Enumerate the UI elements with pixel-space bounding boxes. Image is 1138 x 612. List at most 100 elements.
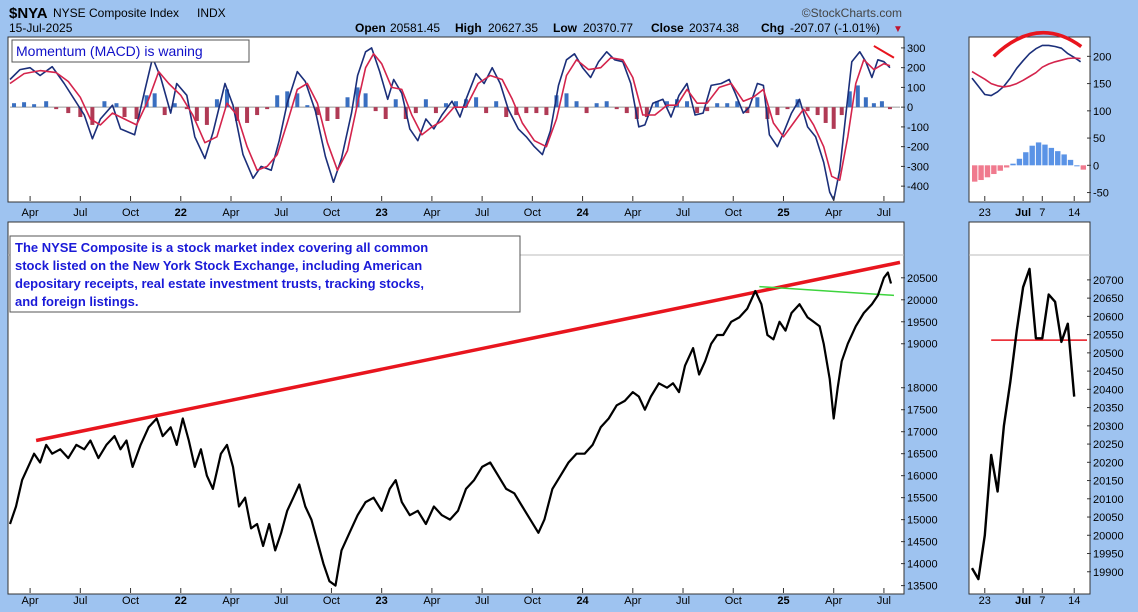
macd-zoom-histogram-bar	[1080, 165, 1086, 170]
price-main-ytick-label: 20500	[907, 273, 938, 285]
macd-histogram-bar	[204, 107, 209, 125]
price-main-xtick-label: 22	[175, 595, 187, 607]
macd-main-xtick-label: 24	[576, 207, 589, 219]
macd-histogram-bar	[134, 107, 139, 119]
price-main-xtick-label: Oct	[725, 595, 742, 607]
price-close-line	[8, 271, 893, 587]
price-main-xtick-label: 23	[376, 595, 388, 607]
price-main-ytick-label: 18000	[907, 383, 938, 395]
macd-main-xtick-label: Jul	[475, 207, 489, 219]
macd-zoom-ytick-label: 50	[1093, 133, 1105, 145]
price-zoom-ytick-label: 19950	[1093, 549, 1124, 561]
macd-histogram-bar	[474, 97, 479, 108]
macd-main-xtick-label: Apr	[423, 207, 440, 219]
price-main-ytick-label: 17500	[907, 405, 938, 417]
macd-zoom-ytick-label: 150	[1093, 79, 1111, 91]
macd-zoom-xtick-label: Jul	[1015, 207, 1031, 219]
macd-histogram-bar	[847, 91, 852, 108]
macd-main-xtick-label: 23	[376, 207, 388, 219]
price-zoom-ytick-label: 20550	[1093, 330, 1124, 342]
price-main-ytick-label: 20000	[907, 295, 938, 307]
exchange-label: INDX	[197, 6, 226, 20]
macd-histogram-bar	[66, 107, 71, 114]
price-main-xtick-label: Oct	[524, 595, 541, 607]
macd-histogram-bar	[887, 107, 892, 110]
macd-zoom-histogram-bar	[1055, 151, 1061, 166]
macd-zoom-histogram-bar	[1023, 152, 1029, 166]
ohlc-close-label: Close	[651, 21, 684, 35]
price-zoom-ytick-label: 20150	[1093, 476, 1124, 488]
ohlc-open-label: Open	[355, 21, 386, 35]
macd-histogram-bar	[839, 107, 844, 116]
nyse-annotation-line-1: The NYSE Composite is a stock market ind…	[15, 240, 428, 255]
macd-histogram-bar	[855, 85, 860, 108]
macd-histogram-bar	[54, 107, 59, 110]
macd-histogram-bar	[624, 107, 629, 114]
macd-main-ytick-label: -400	[907, 181, 929, 193]
macd-main-xtick-label: Oct	[524, 207, 541, 219]
price-main-ytick-label: 19000	[907, 339, 938, 351]
macd-zoom-xtick-label: 7	[1039, 207, 1045, 219]
price-main-ytick-label: 15000	[907, 515, 938, 527]
price-zoom-ytick-label: 20100	[1093, 494, 1124, 506]
macd-annotation-text: Momentum (MACD) is waning	[16, 43, 203, 59]
macd-zoom-histogram-bar	[1042, 144, 1048, 166]
macd-zoom-histogram-bar	[984, 165, 991, 178]
macd-zoom-histogram-bar	[1067, 159, 1074, 166]
price-zoom-ytick-label: 20400	[1093, 384, 1124, 396]
macd-histogram-bar	[363, 93, 368, 108]
macd-histogram-bar	[122, 107, 127, 118]
price-support-trendline	[759, 285, 895, 297]
price-main-xtick-label: Apr	[222, 595, 239, 607]
macd-zoom-arc-trendline	[992, 30, 1083, 58]
price-zoom-ytick-label: 20450	[1093, 366, 1124, 378]
price-zoom-xtick-label: Jul	[1015, 595, 1031, 607]
price-main-xtick-label: 25	[777, 595, 789, 607]
price-zoom-ytick-label: 20050	[1093, 512, 1124, 524]
ohlc-open-value: 20581.45	[390, 21, 440, 35]
price-zoom-layer: 20700 20650 20600 20550 20500 20450 20400 20350…	[970, 267, 1124, 607]
macd-histogram-bar	[775, 107, 780, 116]
price-zoom-ytick-label: 20200	[1093, 457, 1124, 469]
macd-main-xtick-label: Apr	[222, 207, 239, 219]
macd-zoom-histogram-bar	[997, 165, 1003, 171]
macd-histogram-bar	[214, 99, 219, 108]
ohlc-chg-value: -207.07 (-1.01%)	[790, 21, 880, 35]
macd-zoom-histogram-bar	[1048, 147, 1055, 166]
macd-main-ytick-label: -100	[907, 122, 929, 134]
price-main-ytick-label: 14000	[907, 559, 938, 571]
macd-histogram-bar	[755, 97, 760, 108]
macd-zoom-histogram-bar	[1035, 142, 1042, 166]
macd-histogram-bar	[879, 101, 884, 108]
macd-zoom-histogram-bar	[991, 165, 997, 175]
price-main-xtick-label: 24	[576, 595, 589, 607]
macd-main-ytick-label: -200	[907, 142, 929, 154]
macd-histogram-bar	[514, 107, 519, 116]
macd-histogram-bar	[255, 107, 260, 116]
macd-histogram-bar	[22, 102, 27, 108]
price-zoom-close-line	[970, 267, 1076, 581]
macd-histogram-bar	[594, 103, 599, 108]
price-main-ytick-label: 16000	[907, 471, 938, 483]
macd-histogram-bar	[464, 99, 469, 108]
macd-histogram-bar	[423, 99, 428, 108]
macd-histogram-bar	[685, 101, 690, 108]
macd-zoom-ytick-label: 0	[1093, 160, 1099, 172]
macd-main-xtick-label: Apr	[22, 207, 39, 219]
macd-histogram-bar	[315, 107, 320, 116]
macd-trendline	[873, 45, 895, 59]
macd-main-panel	[7, 36, 905, 203]
macd-zoom-histogram-bar	[1074, 165, 1080, 167]
macd-annotation: Momentum (MACD) is waning	[11, 39, 250, 63]
macd-histogram-bar	[383, 107, 388, 119]
price-main-ytick-label: 19500	[907, 317, 938, 329]
macd-histogram-bar	[102, 101, 107, 108]
price-main-xtick-label: Apr	[825, 595, 842, 607]
macd-main-xtick-label: Oct	[122, 207, 139, 219]
macd-histogram-bar	[785, 107, 790, 110]
macd-zoom-histogram-bar	[1010, 163, 1016, 166]
macd-histogram-bar	[373, 107, 378, 112]
macd-histogram-bar	[325, 107, 330, 121]
nyse-annotation-line-4: and foreign listings.	[15, 294, 139, 309]
